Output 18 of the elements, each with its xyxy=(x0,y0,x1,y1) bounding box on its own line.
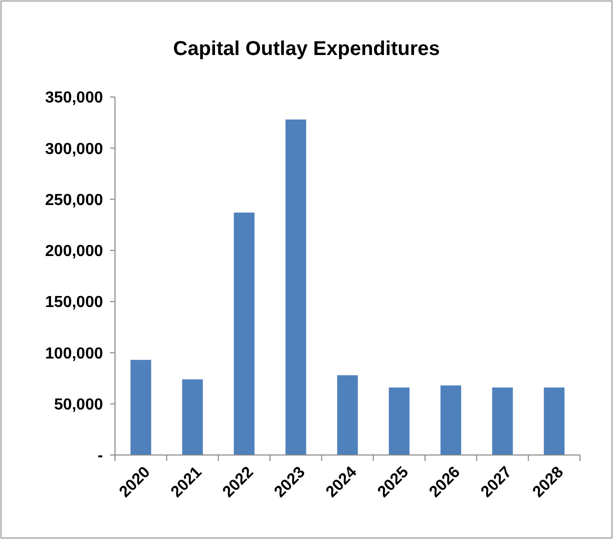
bar xyxy=(544,387,564,455)
y-tick-label: 350,000 xyxy=(45,90,104,107)
y-tick-label: 100,000 xyxy=(45,345,104,362)
bar xyxy=(286,120,306,455)
bar xyxy=(130,360,152,455)
y-tick-label: 200,000 xyxy=(45,243,104,260)
bar xyxy=(234,212,254,455)
bar xyxy=(492,387,513,455)
y-tick-label: 150,000 xyxy=(45,294,104,312)
y-tick-label: 50,000 xyxy=(54,396,104,414)
chart-title: Capital Outlay Expenditures xyxy=(173,38,440,60)
y-tick-label: 250,000 xyxy=(45,192,104,209)
y-tick-label: 300,000 xyxy=(45,140,104,158)
bar xyxy=(182,379,203,455)
y-tick-label: - xyxy=(98,448,103,465)
bar xyxy=(388,387,410,455)
bar xyxy=(337,375,358,455)
bar xyxy=(440,385,462,455)
